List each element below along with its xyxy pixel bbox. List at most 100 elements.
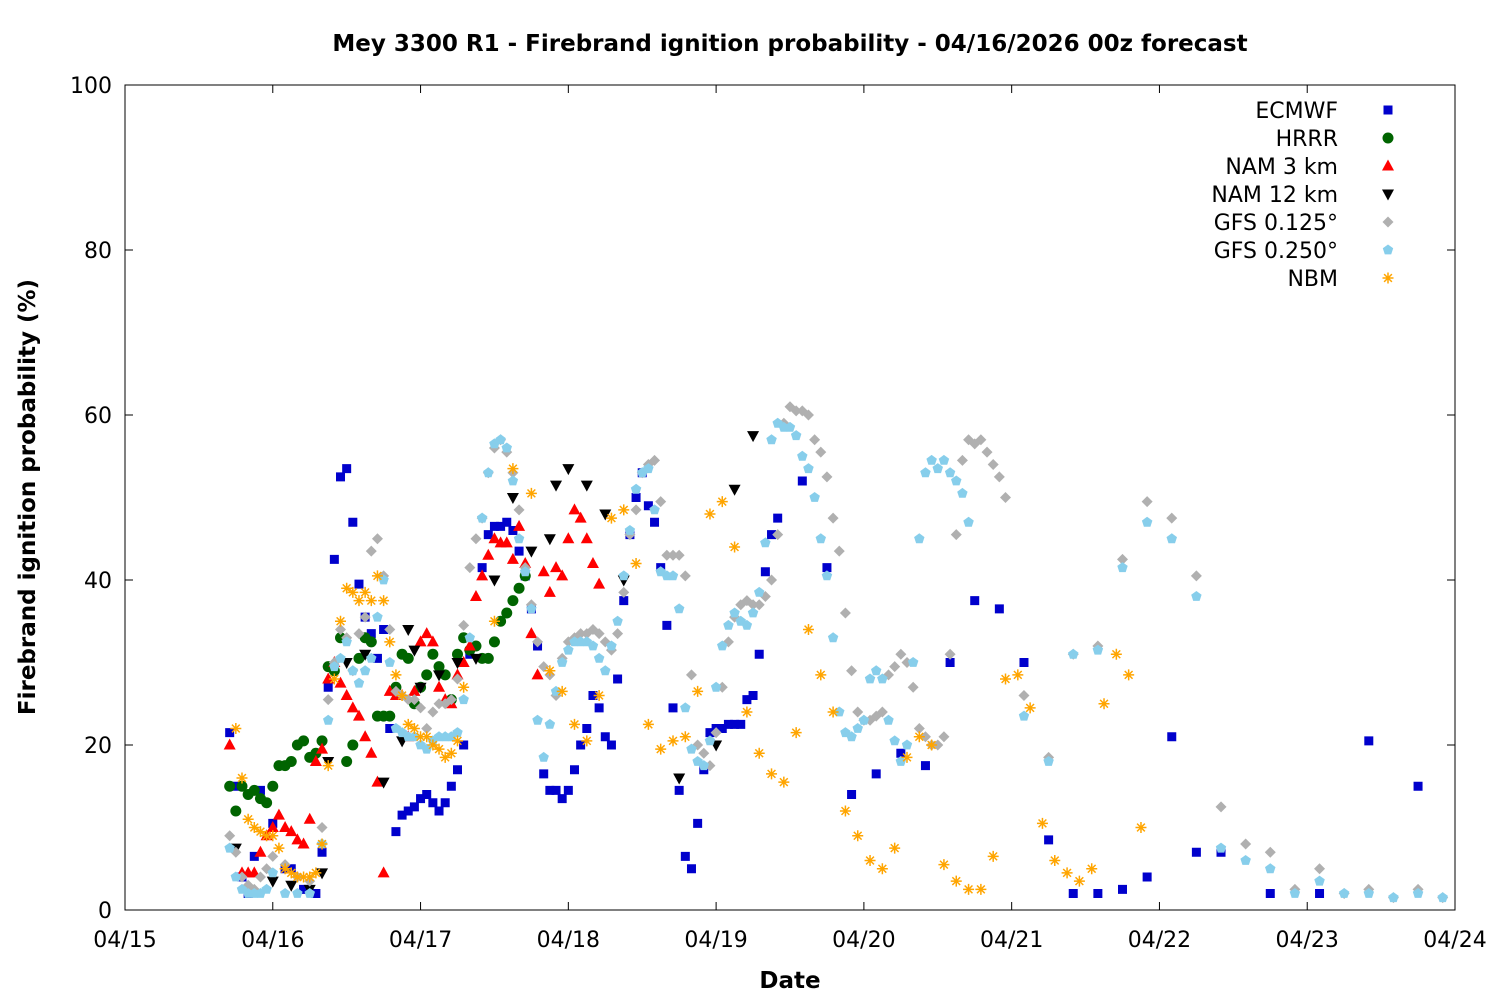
point-ecmwf [311,889,321,898]
point-nbm [556,685,568,697]
point-gfs-0-125 [408,694,420,706]
point-hrrr [507,595,519,607]
point-nbm [593,690,605,701]
point-gfs-0-125 [427,706,439,718]
point-gfs-0-125 [833,545,845,557]
x-tick-label: 04/22 [1128,928,1191,953]
point-gfs-0-125 [673,549,685,561]
point-gfs-0-250 [766,434,777,445]
point-gfs-0-125 [612,628,624,640]
point-hrrr [298,735,310,747]
point-ecmwf [619,596,629,606]
point-nbm [378,595,390,607]
point-nbm [353,595,365,607]
point-nam-3-km [272,808,285,820]
point-gfs-0-125 [593,628,605,640]
point-nbm [667,735,679,747]
point-gfs-0-250 [809,492,820,502]
point-nbm [328,673,340,685]
y-tick-label: 80 [84,239,112,264]
x-tick-label: 04/18 [537,928,600,953]
legend-label-ecmwf: ECMWF [1255,99,1338,124]
point-ecmwf [582,724,592,733]
point-gfs-0-250 [600,665,611,676]
point-nam-12-km [408,645,421,657]
point-gfs-0-250 [920,467,931,478]
point-gfs-0-125 [1141,496,1153,508]
point-gfs-0-250 [483,467,494,478]
point-gfs-0-250 [846,731,857,742]
point-gfs-0-125 [316,822,328,833]
point-nbm [581,735,593,747]
point-ecmwf [453,765,462,775]
point-gfs-0-250 [747,607,759,618]
point-ecmwf [736,719,746,729]
point-nam-3-km [433,680,446,692]
point-nam-3-km [371,775,384,787]
point-ecmwf [797,476,807,486]
point-gfs-0-125 [1117,553,1128,565]
point-ecmwf [422,790,432,799]
point-gfs-0-250 [957,487,968,498]
point-gfs-0-125 [790,405,802,417]
point-nam-3-km [550,561,563,573]
point-gfs-0-250 [907,657,919,667]
point-nam-3-km [525,627,538,639]
point-nam-3-km [223,738,236,750]
point-nbm [544,665,556,677]
point-hrrr [224,780,236,792]
point-gfs-0-125 [224,830,236,842]
point-gfs-0-250 [612,615,623,626]
point-gfs-0-250 [1388,892,1399,903]
point-gfs-0-250 [914,533,925,544]
point-gfs-0-125 [938,731,950,743]
point-gfs-0-250 [384,657,395,667]
point-nbm [975,883,987,895]
point-ecmwf [459,740,469,750]
point-hrrr [421,669,433,681]
point-nbm [802,624,814,635]
point-gfs-0-250 [1240,855,1251,865]
point-nam-3-km [377,866,390,878]
point-gfs-0-250 [606,640,617,651]
point-gfs-0-125 [649,454,661,466]
point-gfs-0-125 [766,574,778,586]
point-nam-12-km [673,773,686,785]
point-gfs-0-250 [871,665,882,676]
point-ecmwf [231,781,241,791]
point-ecmwf [502,517,512,527]
point-nam-3-km [543,585,556,597]
point-nbm [421,731,433,743]
point-nbm [525,487,537,499]
point-ecmwf [299,884,309,894]
series-gfs-0-250 [224,417,1472,903]
point-ecmwf [366,629,376,639]
point-ecmwf [1364,736,1374,746]
point-nbm [322,760,334,772]
point-nbm [938,859,950,871]
point-nbm [605,512,617,524]
point-nbm [630,558,642,569]
point-gfs-0-125 [618,586,630,598]
point-ecmwf [613,674,623,684]
point-gfs-0-250 [526,603,537,614]
point-nbm [402,718,414,730]
point-gfs-0-250 [790,430,802,441]
point-nbm [716,496,728,508]
point-gfs-0-250 [754,586,765,597]
point-gfs-0-250 [323,714,334,725]
point-nbm [889,842,901,854]
point-gfs-0-250 [1462,888,1472,898]
point-gfs-0-125 [1240,838,1252,850]
point-nam-3-km [531,668,544,680]
point-nbm [1135,822,1147,833]
point-gfs-0-250 [1265,863,1276,874]
point-nbm [642,718,654,730]
point-gfs-0-125 [956,454,968,466]
point-nam-12-km [266,876,279,888]
point-gfs-0-250 [784,421,796,432]
point-gfs-0-125 [267,850,279,862]
point-gfs-0-250 [827,632,839,643]
point-nbm [618,504,630,516]
point-nam-3-km [463,639,476,651]
